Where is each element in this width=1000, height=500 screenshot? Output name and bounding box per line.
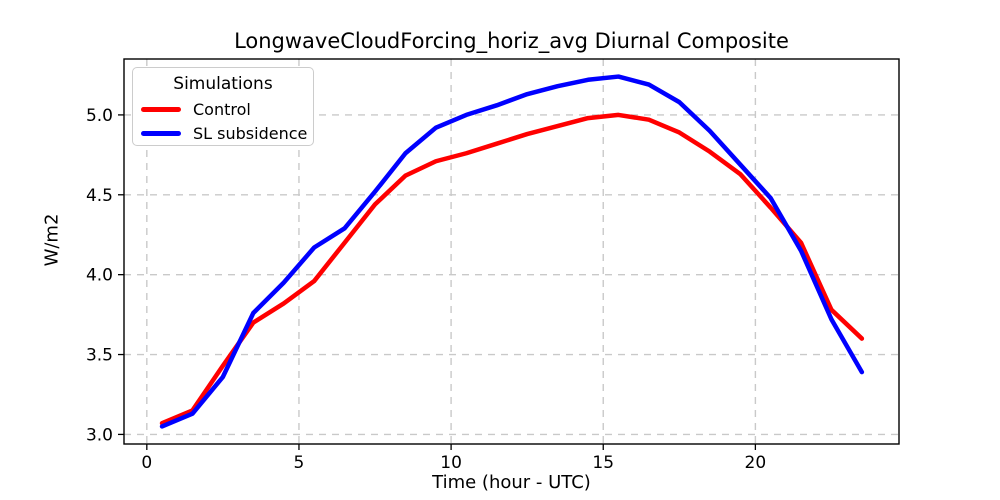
series-line-sl-subsidence xyxy=(159,74,865,429)
legend-item-control: Control xyxy=(133,97,313,121)
chart-title: LongwaveCloudForcing_horiz_avg Diurnal C… xyxy=(234,29,789,53)
legend-swatch-control xyxy=(141,106,181,112)
legend-title: Simulations xyxy=(173,74,273,94)
legend-label-sl-subsidence: SL subsidence xyxy=(193,123,308,143)
x-tick-label: 10 xyxy=(440,453,462,473)
x-tick-label: 20 xyxy=(745,453,767,473)
y-tick-label: 3.5 xyxy=(86,346,113,366)
series-line-control xyxy=(159,112,865,426)
x-axis-label: Time (hour - UTC) xyxy=(432,472,591,493)
y-axis-label: W/m2 xyxy=(41,213,63,267)
x-tick-label: 15 xyxy=(592,453,614,473)
y-tick-label: 5.0 xyxy=(86,106,113,126)
y-tick-label: 4.5 xyxy=(86,186,113,206)
axes-frame xyxy=(123,58,900,445)
legend-swatch-sl-subsidence xyxy=(141,130,181,136)
x-tick-label: 5 xyxy=(294,453,305,473)
y-tick-label: 3.0 xyxy=(86,425,113,445)
x-tick-label: 0 xyxy=(141,453,152,473)
legend: Simulations Control SL subsidence xyxy=(132,67,314,146)
y-tick-label: 4.0 xyxy=(86,266,113,286)
legend-label-control: Control xyxy=(193,99,251,119)
legend-item-sl-subsidence: SL subsidence xyxy=(133,121,313,145)
